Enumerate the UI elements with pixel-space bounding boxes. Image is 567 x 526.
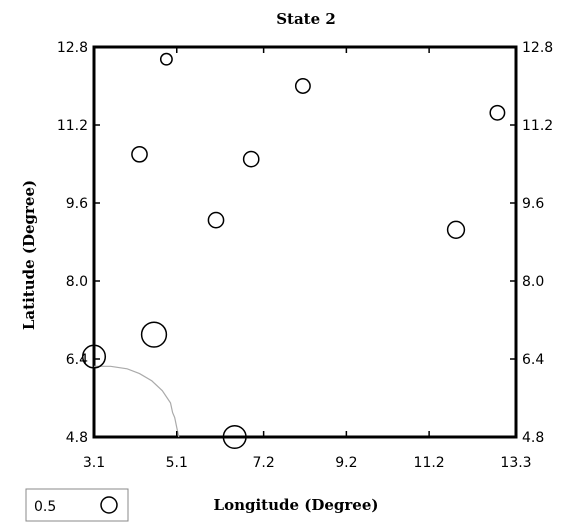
y-tick-label-right: 9.6 bbox=[522, 196, 544, 212]
y-tick-label-left: 12.8 bbox=[57, 40, 88, 56]
y-tick-label-left: 9.6 bbox=[66, 196, 88, 212]
y-tick-label-right: 4.8 bbox=[522, 430, 544, 446]
plot-area bbox=[92, 45, 518, 439]
x-tick-label: 7.2 bbox=[252, 455, 274, 471]
y-tick-label-left: 4.8 bbox=[66, 430, 88, 446]
data-point bbox=[159, 52, 173, 66]
data-point bbox=[81, 344, 107, 369]
x-tick-label: 9.2 bbox=[335, 455, 357, 471]
data-point bbox=[222, 424, 247, 450]
legend-marker bbox=[100, 496, 118, 514]
x-tick-label: 13.3 bbox=[500, 455, 531, 471]
x-tick-label: 3.1 bbox=[83, 455, 105, 471]
y-tick-label-right: 12.8 bbox=[522, 40, 553, 56]
y-tick-label-left: 6.4 bbox=[66, 352, 88, 368]
chart-title: State 2 bbox=[276, 10, 336, 28]
x-tick-label: 5.1 bbox=[166, 455, 188, 471]
legend: 0.5 bbox=[25, 488, 129, 522]
y-tick-label-right: 6.4 bbox=[522, 352, 544, 368]
data-point bbox=[207, 211, 225, 229]
y-tick-label-right: 11.2 bbox=[522, 118, 553, 134]
x-axis-label: Longitude (Degree) bbox=[214, 496, 379, 514]
data-point bbox=[446, 220, 466, 239]
points-layer bbox=[81, 52, 506, 450]
data-point bbox=[489, 104, 506, 121]
x-tick-label: 11.2 bbox=[414, 455, 445, 471]
boundary-layer bbox=[94, 365, 180, 438]
y-tick-label-right: 8.0 bbox=[522, 274, 544, 290]
data-point bbox=[140, 321, 168, 348]
y-axis-label: Latitude (Degree) bbox=[20, 180, 38, 330]
ticks-layer: 3.1 5.1 7.2 9.2 11.2 13.3 4.8 4.8 6.4 6.4 8.0 8.0 9.… bbox=[57, 40, 553, 471]
y-tick-label-left: 8.0 bbox=[66, 274, 88, 290]
y-tick-label-left: 11.2 bbox=[57, 118, 88, 134]
data-point bbox=[294, 78, 311, 94]
data-point bbox=[242, 150, 260, 168]
data-point bbox=[131, 145, 148, 163]
boundary-line bbox=[94, 365, 180, 438]
legend-label: 0.5 bbox=[34, 499, 56, 515]
